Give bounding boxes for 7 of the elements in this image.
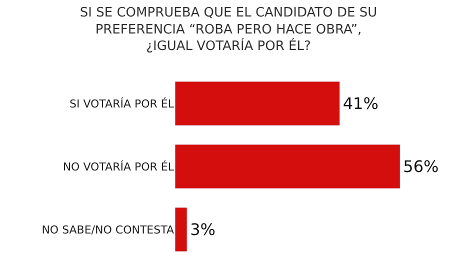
data-label: 3%: [190, 220, 216, 239]
y-tick-label: NO SABE/NO CONTESTA: [42, 223, 174, 236]
y-tick-label: SI VOTARÍA POR ÉL: [69, 96, 175, 110]
data-label: 41%: [342, 94, 378, 113]
y-tick-label: NO VOTARÍA POR ÉL: [62, 159, 175, 174]
chart-title: SI SE COMPRUEBA QUE EL CANDIDATO DE SU PREFERENCIA “ROBA PERO HACE OBRA”, ¿IGUAL VOTARÍA POR ÉL?: [80, 5, 378, 54]
data-label: 56%: [403, 157, 439, 176]
